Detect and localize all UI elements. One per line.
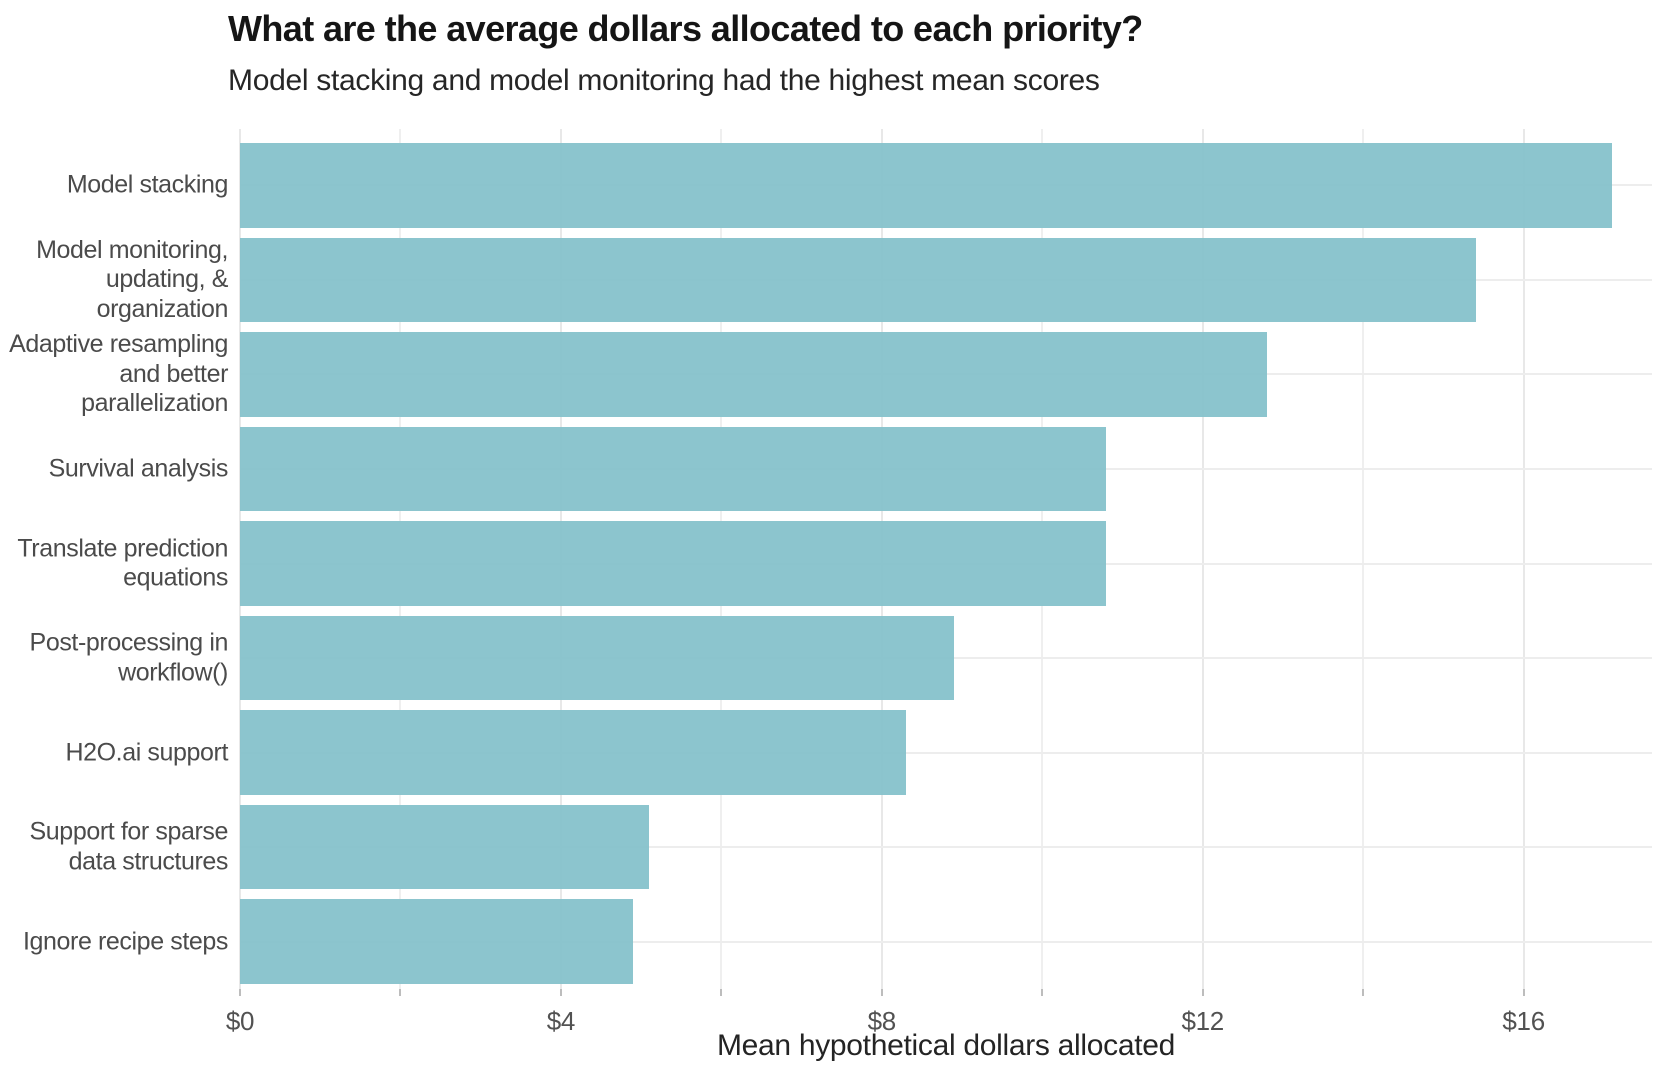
y-axis: Model stacking Model monitoring, updating… — [0, 129, 228, 989]
y-axis-label: Model monitoring, updating, & organizati… — [36, 235, 228, 323]
x-tick-label: $16 — [1502, 1006, 1545, 1036]
x-axis-title: Mean hypothetical dollars allocated — [716, 1029, 1176, 1062]
gridline-vertical-major — [1201, 129, 1204, 989]
gridline-horizontal — [240, 940, 1652, 943]
bar — [240, 237, 1476, 323]
bar — [240, 804, 650, 890]
gridline-horizontal — [240, 751, 1652, 754]
gridline-vertical-major — [1522, 129, 1525, 989]
x-tick — [399, 989, 402, 996]
bar — [240, 143, 1612, 228]
bar — [240, 615, 955, 701]
y-axis-label: Adaptive resampling and better paralleli… — [9, 330, 228, 418]
x-tick — [239, 989, 241, 996]
x-tick — [1041, 989, 1044, 996]
y-axis-label: Support for sparse data structures — [29, 817, 229, 876]
chart-subtitle: Model stacking and model monitoring had … — [228, 64, 1100, 97]
x-tick-label: $4 — [546, 1006, 576, 1036]
x-axis: $0 $4 $8 $12 $16 — [226, 989, 1652, 1049]
bar — [240, 899, 634, 984]
y-axis-label: Post-processing in workflow() — [29, 628, 229, 687]
gridline-vertical-minor — [1362, 129, 1365, 989]
x-tick — [720, 989, 723, 996]
x-tick-label: $12 — [1181, 1006, 1224, 1036]
y-axis-label: Translate prediction equations — [17, 534, 228, 592]
gridline-horizontal — [240, 846, 1652, 849]
x-tick — [1362, 989, 1365, 996]
bar — [240, 710, 906, 795]
bar — [240, 332, 1267, 417]
y-axis-label: Ignore recipe steps — [22, 926, 228, 955]
x-tick-label: $8 — [867, 1006, 897, 1036]
plot-panel — [239, 129, 1652, 989]
x-tick — [1522, 989, 1525, 996]
y-axis-label: Survival analysis — [48, 454, 229, 483]
bar — [240, 521, 1107, 606]
y-axis-label: Model stacking — [66, 170, 229, 199]
x-tick — [1201, 989, 1204, 996]
x-tick-label: $0 — [225, 1006, 255, 1036]
y-axis-label: H2O.ai support — [65, 737, 228, 766]
chart-title: What are the average dollars allocated t… — [228, 8, 1143, 49]
x-tick — [880, 989, 883, 996]
bar — [240, 426, 1107, 512]
x-tick — [559, 989, 562, 996]
